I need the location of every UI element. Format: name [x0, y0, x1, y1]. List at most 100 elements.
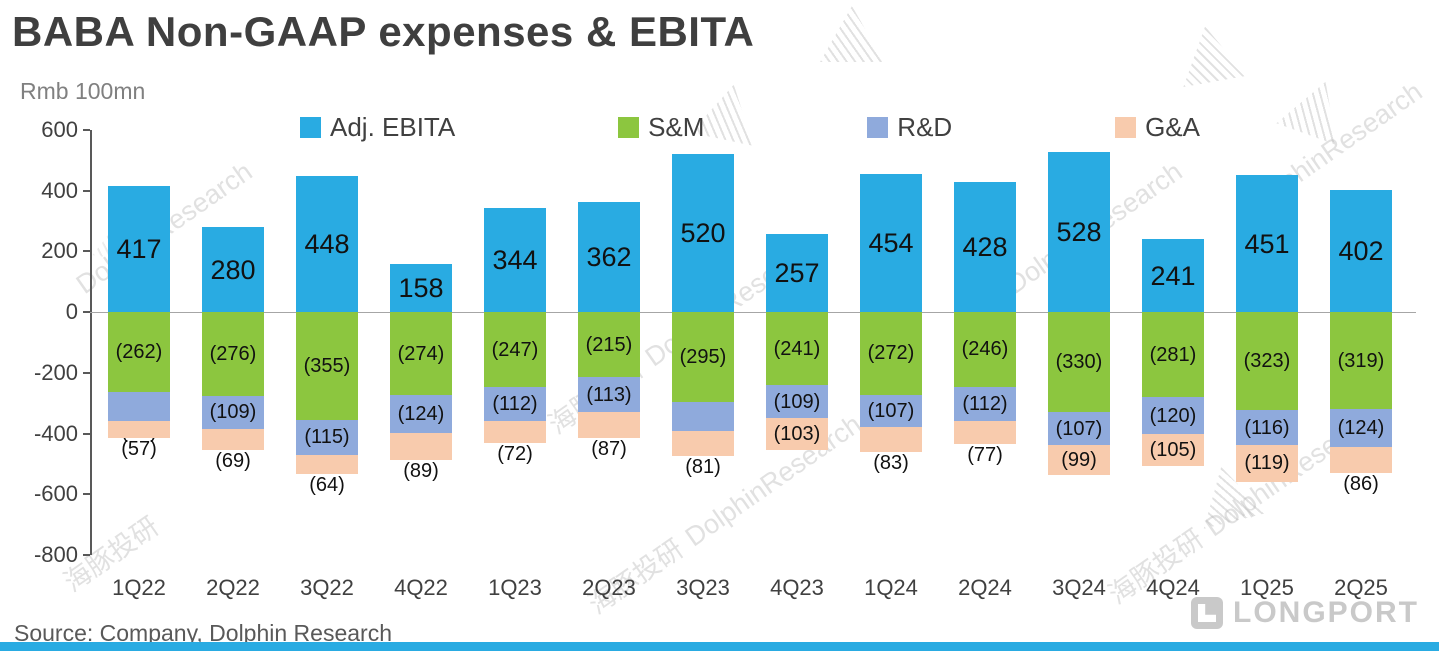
bar-segment	[860, 427, 922, 453]
bar-segment	[1236, 312, 1298, 411]
y-axis-tick-label: 0	[65, 299, 78, 325]
bar-segment	[484, 207, 546, 313]
bar-label: (109)	[209, 401, 257, 424]
bar-label: (120)	[1149, 404, 1197, 427]
bar-label: (119)	[1244, 452, 1290, 475]
y-axis-tick-label: -400	[33, 420, 78, 446]
legend-label: Adj. EBITA	[330, 112, 456, 142]
bar-label: (107)	[1055, 417, 1103, 440]
bar-label: 528	[1056, 217, 1102, 247]
bar-label: (64)	[309, 474, 345, 497]
bar-label: 158	[398, 273, 444, 304]
bar-segment	[108, 421, 170, 439]
bar-label: (272)	[867, 342, 915, 365]
y-axis-tick	[83, 371, 90, 374]
bar-label: 417	[116, 233, 162, 264]
chart-unit-label: Rmb 100mn	[20, 78, 146, 104]
bar-segment	[672, 401, 734, 432]
bar-label: (99)	[1061, 448, 1097, 471]
y-axis-tick	[83, 129, 90, 131]
y-axis-tick	[83, 250, 90, 253]
bar-label: (355)	[303, 355, 351, 378]
bar-label: (124)	[397, 403, 445, 426]
chart-legend: Adj. EBITA S&M R&D G&A	[300, 112, 1200, 143]
bar-label: (262)	[115, 340, 163, 363]
legend-swatch-icon	[618, 117, 640, 138]
bar-segment	[390, 395, 452, 433]
bar-label: (215)	[585, 333, 633, 356]
bar-label: (89)	[403, 459, 439, 482]
x-axis-tick-label: 2Q22	[206, 575, 260, 600]
bar-segment	[954, 182, 1016, 313]
bar-segment	[484, 421, 546, 443]
bar-segment	[954, 312, 1016, 387]
bar-label: (77)	[967, 444, 1003, 467]
bar-segment	[484, 312, 546, 388]
bar-segment	[766, 312, 828, 386]
bar-label: 448	[304, 229, 350, 260]
legend-item: G&A	[1115, 112, 1200, 143]
source-note: Source: Company, Dolphin Research	[14, 620, 392, 646]
y-axis-tick	[83, 189, 90, 192]
bar-label: (87)	[591, 438, 627, 461]
x-axis-tick-label: 3Q23	[676, 575, 730, 600]
legend-label: G&A	[1145, 112, 1200, 142]
bar-segment	[766, 418, 828, 450]
bar-label: 241	[1150, 260, 1196, 291]
bar-segment	[672, 431, 734, 457]
bar-segment	[1142, 312, 1204, 398]
bar-segment	[672, 154, 734, 313]
bar-segment	[1048, 412, 1110, 445]
legend-label: S&M	[648, 112, 705, 142]
bar-segment	[1048, 444, 1110, 475]
bar-label: (323)	[1243, 350, 1291, 373]
y-axis-tick-label: 400	[41, 177, 78, 203]
bar-label: (281)	[1149, 343, 1197, 366]
y-axis-tick	[83, 432, 90, 435]
bar-segment	[1142, 397, 1204, 434]
bar-segment	[860, 312, 922, 395]
bar-segment	[578, 411, 640, 439]
bar-segment	[202, 227, 264, 313]
bar-label: (57)	[121, 438, 157, 461]
bar-segment	[296, 176, 358, 313]
bar-segment	[766, 234, 828, 313]
bar-label: (112)	[492, 393, 538, 416]
bar-segment	[484, 387, 546, 422]
longport-logo: LONGPORT	[1191, 596, 1419, 630]
bar-label: 402	[1338, 236, 1384, 267]
bar-segment	[108, 391, 170, 422]
bar-segment	[390, 432, 452, 460]
bar-label: (124)	[1337, 416, 1385, 439]
bar-segment	[860, 394, 922, 428]
x-axis-tick-label: 2Q24	[958, 575, 1012, 600]
legend-swatch-icon	[300, 117, 321, 138]
legend-label: R&D	[897, 112, 953, 142]
bar-label: (103)	[773, 423, 821, 446]
bar-segment	[1236, 175, 1298, 313]
bar-segment	[108, 185, 170, 313]
y-axis-tick	[83, 493, 90, 496]
bar-segment	[860, 174, 922, 313]
x-axis-tick-label: 4Q22	[394, 575, 448, 600]
bar-segment	[296, 454, 358, 475]
bar-label: (246)	[961, 338, 1009, 361]
bar-label: (116)	[1244, 416, 1290, 439]
watermark-hatch	[1174, 21, 1247, 87]
bar-label: (109)	[773, 390, 821, 413]
x-axis-tick-label: 1Q25	[1240, 575, 1294, 600]
bar-label: (274)	[397, 342, 445, 365]
y-axis-tick	[83, 554, 90, 556]
bar-label: 428	[962, 232, 1008, 263]
bar-segment	[1142, 238, 1204, 313]
bar-segment	[1330, 408, 1392, 447]
bar-segment	[1330, 312, 1392, 409]
bar-label: 451	[1244, 228, 1290, 259]
bar-label: 454	[868, 228, 914, 259]
bar-label: (241)	[773, 337, 821, 360]
bar-segment	[578, 312, 640, 378]
bar-label: (107)	[867, 399, 915, 422]
y-axis-tick-label: -600	[33, 481, 78, 507]
bar-label: 344	[492, 244, 538, 275]
